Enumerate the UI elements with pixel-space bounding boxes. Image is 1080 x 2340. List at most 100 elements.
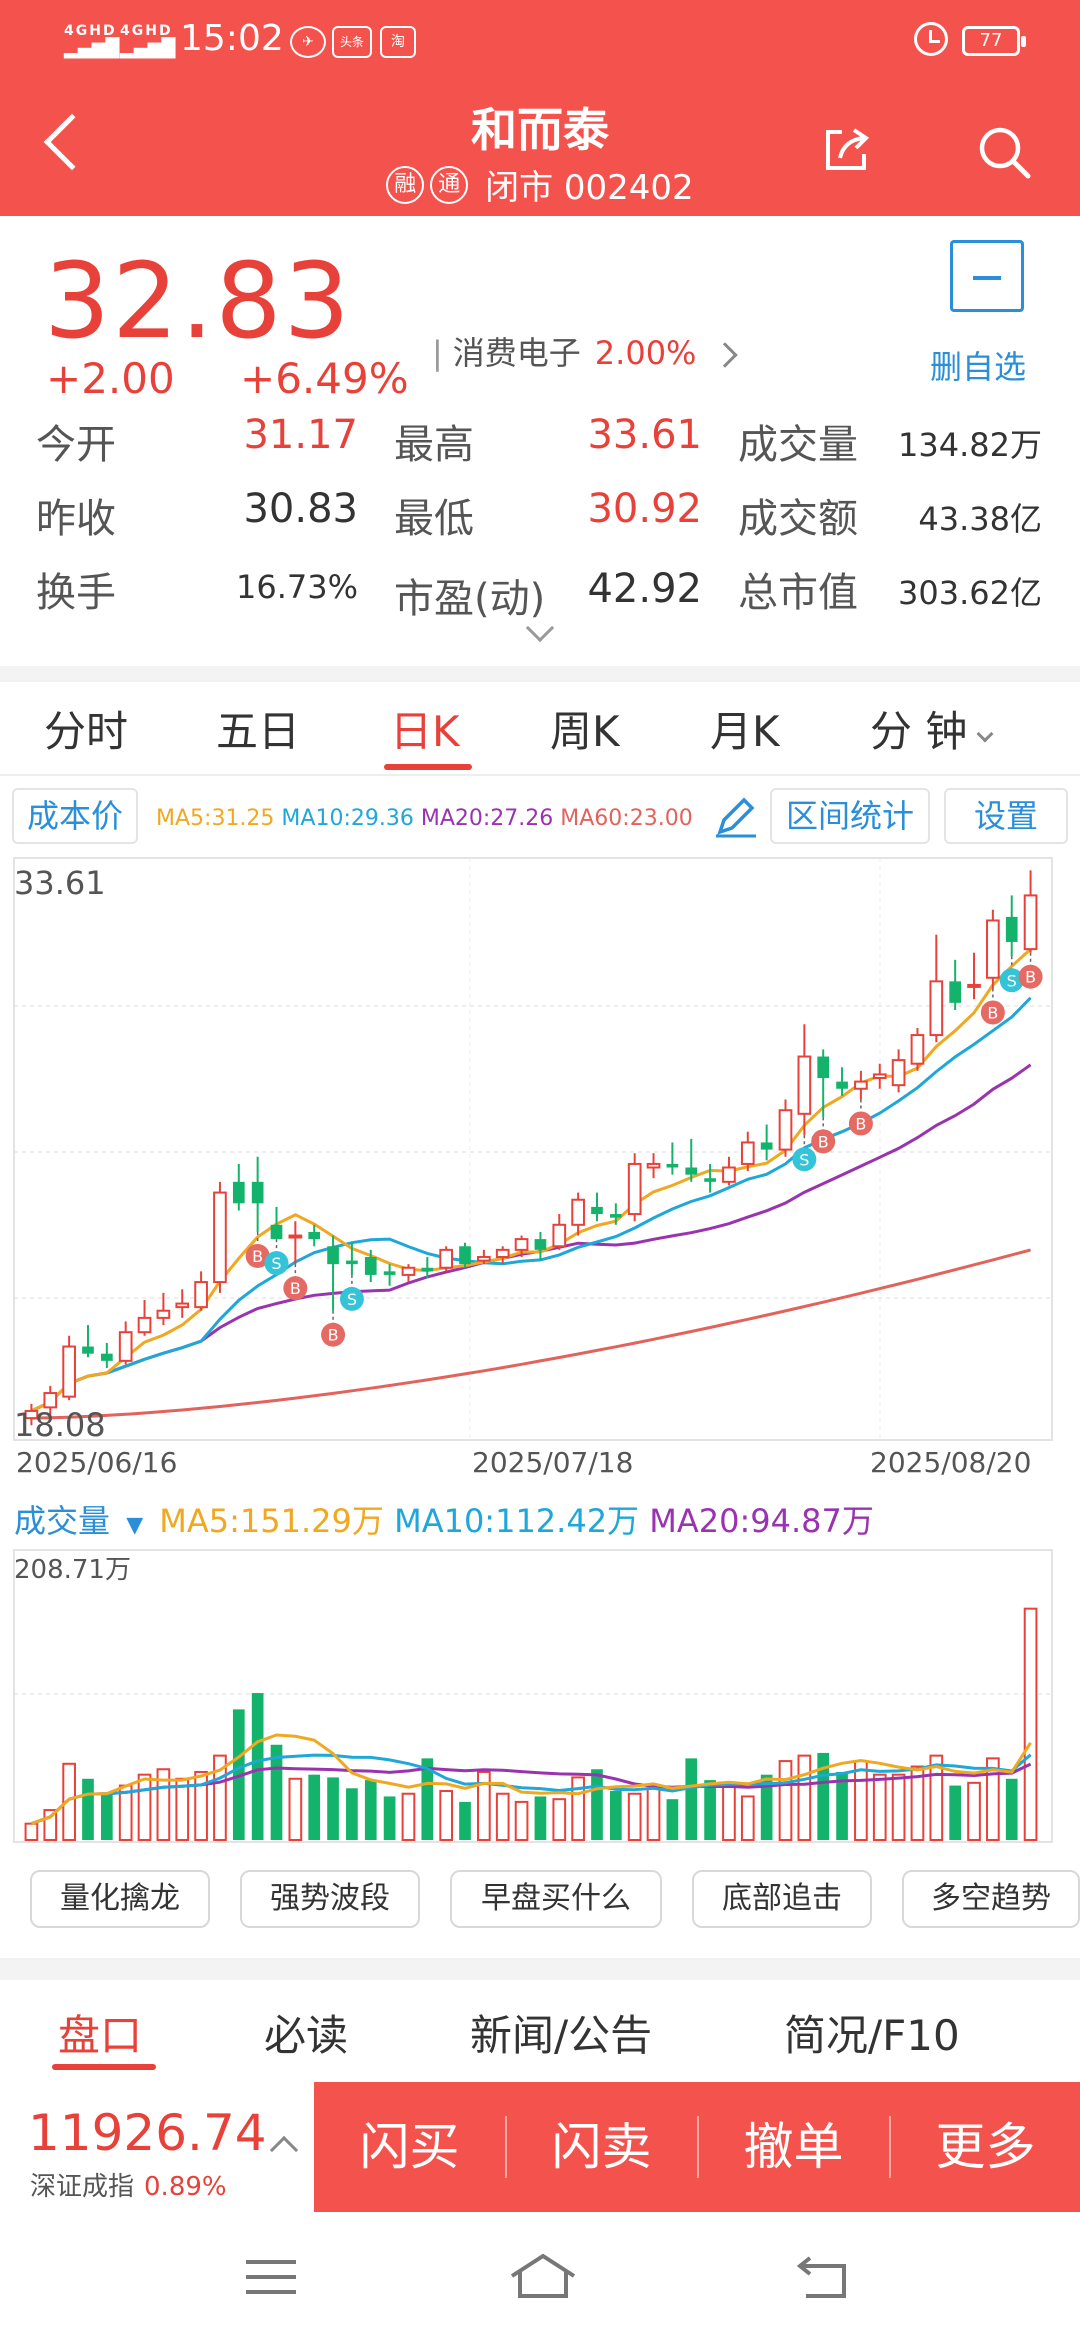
signal-2-label: 4GHD [120,23,173,39]
signal-1: 4GHD ▂▄▆█ [64,23,120,59]
stat-value-turnover-amount: 43.38亿 [918,500,1042,538]
connect-tag: 通 [430,165,469,204]
shortcut-bottom-chase[interactable]: 底部追击 [692,1870,872,1928]
stat-value-high: 33.61 [587,412,702,458]
volume-bar-up [213,1754,227,1842]
volume-bar-down [534,1796,547,1840]
tab-divider [0,774,1080,776]
candle-body-up [967,983,981,988]
stat-label-open: 今开 [36,422,116,468]
cancel-order-button[interactable]: 撤单 [743,2118,844,2176]
pencil-icon[interactable] [712,792,760,840]
signal-label: B [1025,968,1036,987]
buy-signal-marker [811,1129,836,1154]
shortcut-quant-dragon[interactable]: 量化擒龙 [30,1870,210,1928]
status-bar: 4GHD ▂▄▆█ 4GHD ▂▄▆█ 15:02 ✈ 头条 淘 77 [0,0,1080,80]
home-icon[interactable] [508,2252,578,2302]
volume-bar-up [401,1792,416,1841]
volume-bar-down [459,1801,471,1840]
cost-price-button[interactable]: 成本价 [12,788,138,844]
chevron-up-icon[interactable] [269,2135,299,2165]
tab-minute[interactable]: 分 钟 [870,698,994,759]
candle-body-up [495,1248,510,1259]
shortcut-long-short-trend[interactable]: 多空趋势 [902,1870,1080,1928]
signal-label: B [818,1132,829,1151]
price-change-percent: +6.49% [240,354,409,403]
search-icon[interactable] [976,124,1032,180]
ma-legend: MA5:31.25 MA10:29.36 MA20:27.26 MA60:23.… [156,806,693,831]
candle-body-up [24,1409,39,1420]
stat-label-prev-close: 昨收 [36,496,116,542]
buy-signal-marker [848,1111,873,1136]
sector-link[interactable]: | 消费电子 2.00% [432,328,739,374]
taobao-badge-icon: 淘 [380,26,416,58]
button-separator [889,2116,891,2178]
volume-bar-up [778,1760,793,1841]
vol-ma10-label: MA10:112.42万 [394,1502,640,1540]
volume-header[interactable]: 成交量 ▼ MA5:151.29万 MA10:112.42万 MA20:94.8… [14,1496,874,1542]
back-icon[interactable] [796,2252,852,2302]
stock-name: 和而泰 [471,103,609,157]
tab-intraday[interactable]: 分时 [44,707,129,756]
menu-icon[interactable] [246,2260,296,2294]
trade-actions: 闪买 闪卖 撤单 更多 [314,2082,1080,2212]
tab-profile-f10[interactable]: 简况/F10 [784,2011,960,2060]
share-icon[interactable] [822,124,872,174]
candle-body-up [722,1166,736,1183]
volume-bar-down [1005,1778,1018,1840]
tab-must-read[interactable]: 必读 [264,2011,349,2060]
volume-bar-up [495,1792,510,1841]
tab-monthly-k[interactable]: 月K [710,707,780,756]
sell-signal-marker [339,1286,364,1311]
candle-body-down [327,1246,339,1265]
tab-daily-k[interactable]: 日K [390,707,460,756]
price-change: +2.00 [46,354,175,403]
candle-body-up [627,1162,642,1216]
app-header: 4GHD ▂▄▆█ 4GHD ▂▄▆█ 15:02 ✈ 头条 淘 77 和而泰 融通… [0,0,1080,216]
alarm-icon [914,22,948,56]
margin-tag: 融 [386,165,425,204]
stat-value-prev-close: 30.83 [243,486,358,532]
volume-bar-up [156,1768,171,1841]
more-button[interactable]: 更多 [935,2118,1036,2176]
flash-sell-button[interactable]: 闪卖 [551,2118,652,2176]
active-bottom-tab-underline [52,2064,156,2070]
index-ticker[interactable]: 11926.74 深证成指 0.89% [0,2082,314,2212]
stat-label-high: 最高 [394,422,474,468]
volume-bar-down [666,1799,679,1840]
volume-bar-up [910,1765,925,1841]
candle-body-up [118,1331,133,1362]
tab-weekly-k[interactable]: 周K [550,707,620,756]
candle-body-up [571,1198,585,1226]
signal-label: B [987,1004,998,1023]
range-stats-button[interactable]: 区间统计 [770,788,930,844]
candle-body-up [646,1162,661,1169]
stat-label-market-cap: 总市值 [738,570,858,616]
shortcut-morning-buy[interactable]: 早盘买什么 [450,1870,662,1928]
candle-body-down [760,1142,773,1150]
remove-watchlist-label[interactable]: 删自选 [930,348,1027,386]
settings-button[interactable]: 设置 [944,788,1068,844]
volume-bar-down [100,1792,113,1840]
signal-label: S [347,1290,357,1309]
y-max-label: 33.61 [14,864,106,902]
sell-signal-marker [999,968,1024,993]
ma5-label: MA5:31.25 [156,806,275,831]
volume-bar-up [552,1798,567,1842]
tab-order-book[interactable]: 盘口 [58,2011,143,2060]
signal-label: S [1007,971,1017,990]
tab-five-day[interactable]: 五日 [216,707,301,756]
tab-news[interactable]: 新闻/公告 [470,2011,653,2060]
volume-bar-down [364,1780,377,1840]
flash-buy-button[interactable]: 闪买 [359,2118,460,2176]
volume-chart[interactable]: 208.71万 [0,1544,1080,1846]
volume-bar-up [43,1809,58,1841]
shortcut-strong-band[interactable]: 强势波段 [240,1870,420,1928]
candle-body-down [364,1257,377,1275]
button-separator [697,2116,699,2178]
signal-label: B [290,1279,301,1298]
volume-bar-down [949,1785,962,1840]
candle-body-up [175,1302,190,1309]
remove-watchlist-button[interactable] [950,240,1024,312]
